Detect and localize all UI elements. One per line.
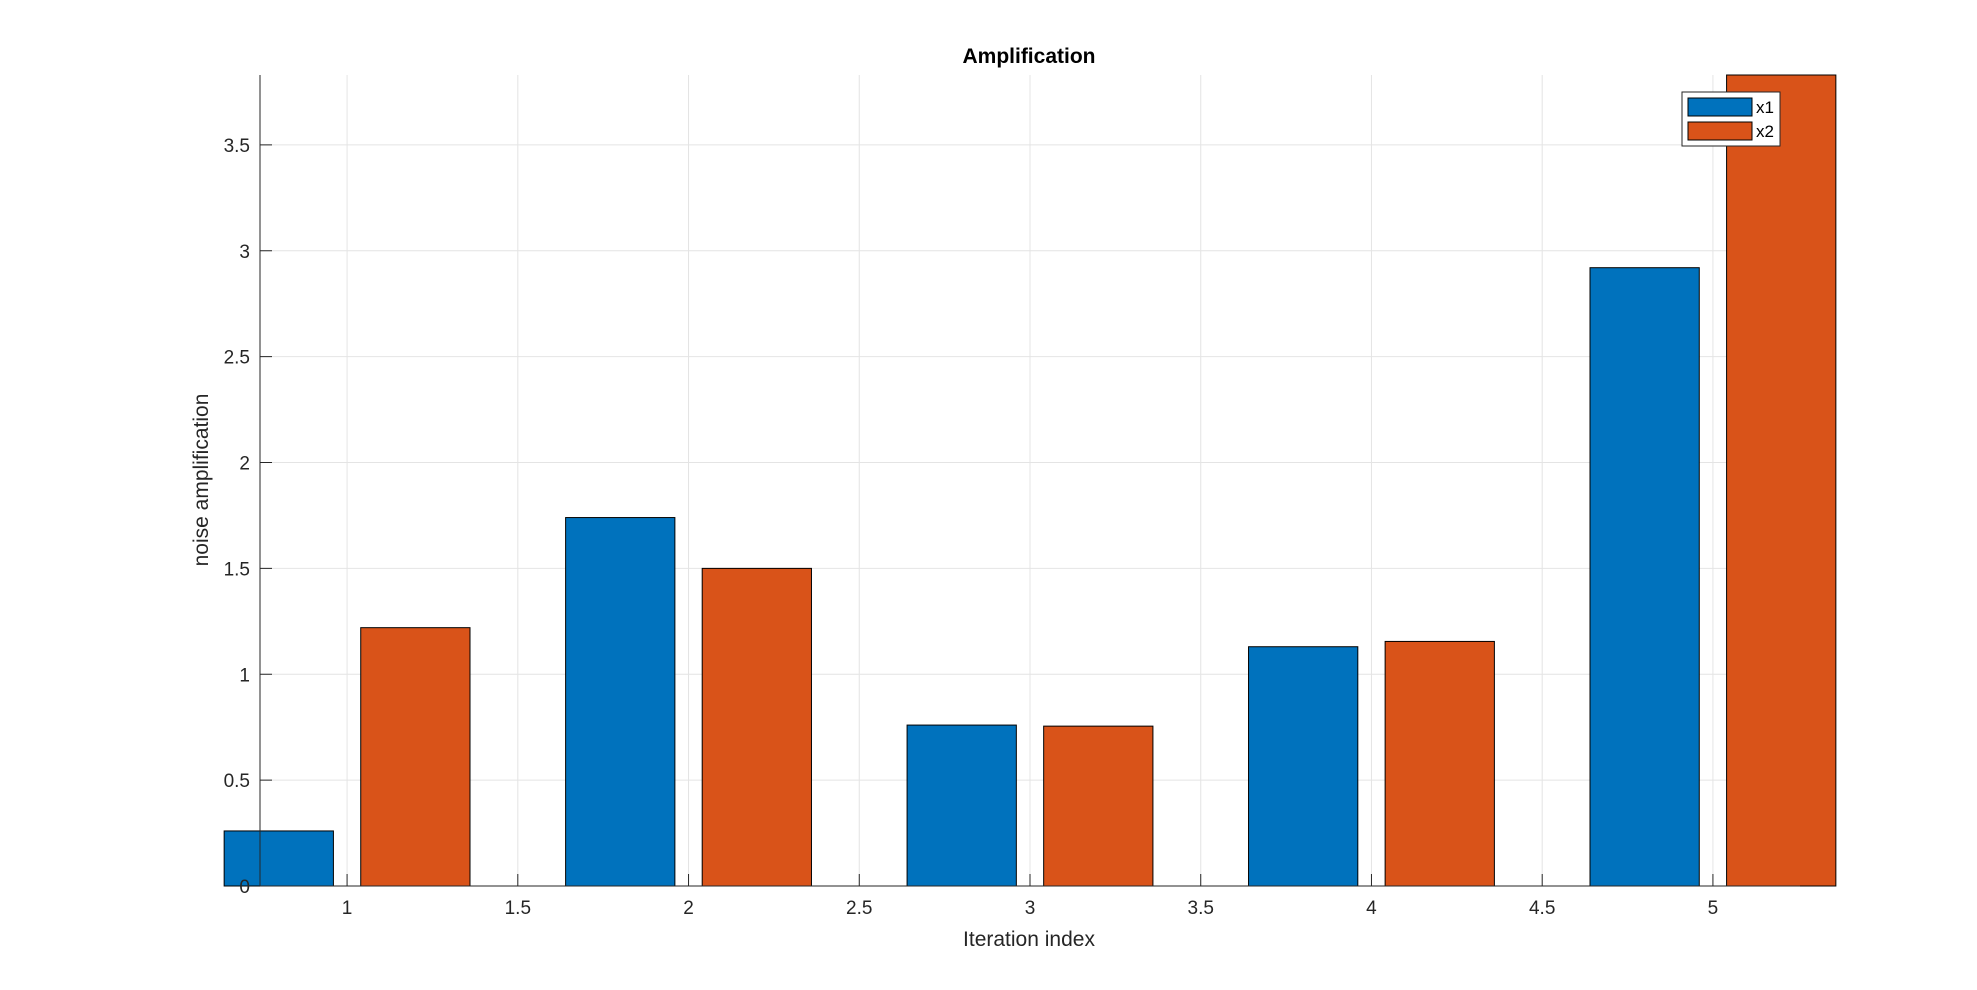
y-tick-label: 1: [239, 665, 250, 686]
grid-lines: [260, 75, 1800, 887]
x-tick-label: 2.5: [846, 898, 872, 919]
y-tick-label: 1.5: [224, 559, 250, 580]
y-tick-label: 2: [239, 454, 250, 475]
bar-x1-2: [565, 517, 676, 887]
legend-label-x2: x2: [1756, 122, 1774, 141]
y-tick-label: 2.5: [224, 348, 250, 369]
tick-labels: 1 1.5 2 2.5 3 3.5 4 4.5 5 0 0.5 1 1.5 2 2.5 3 3.5: [224, 136, 1719, 919]
y-tick-label: 0: [239, 877, 250, 898]
x-tick-label: 2: [683, 898, 694, 919]
bar-x1-4: [1248, 646, 1359, 887]
x-axis-label: Iteration index: [963, 928, 1095, 951]
bar-x2-2: [701, 567, 812, 887]
chart-title: Amplification: [962, 45, 1095, 68]
bar-x2-1: [360, 627, 471, 887]
x-tick-label: 1.5: [505, 898, 531, 919]
x-tick-label: 3: [1025, 898, 1036, 919]
bar-x1-1: [223, 830, 334, 887]
bar-x1-3: [906, 724, 1017, 887]
x-tick-label: 3.5: [1188, 898, 1214, 919]
y-tick-label: 0.5: [224, 771, 250, 792]
bar-series: [223, 74, 1837, 887]
x-tick-label: 1: [342, 898, 353, 919]
x-tick-label: 4.5: [1529, 898, 1555, 919]
legend-label-x1: x1: [1756, 98, 1774, 117]
bar-x2-5: [1726, 74, 1837, 887]
bar-x1-5: [1589, 267, 1700, 887]
bar-x2-4: [1384, 640, 1495, 887]
x-tick-label: 5: [1708, 898, 1719, 919]
legend-swatch-x2: [1687, 121, 1753, 141]
y-tick-label: 3.5: [224, 136, 250, 157]
axes: [259, 75, 1800, 887]
x-tick-label: 4: [1366, 898, 1377, 919]
legend-swatch-x1: [1687, 97, 1753, 117]
y-tick-label: 3: [239, 242, 250, 263]
y-axis-label: noise amplification: [190, 394, 213, 567]
bar-x2-3: [1043, 725, 1154, 887]
